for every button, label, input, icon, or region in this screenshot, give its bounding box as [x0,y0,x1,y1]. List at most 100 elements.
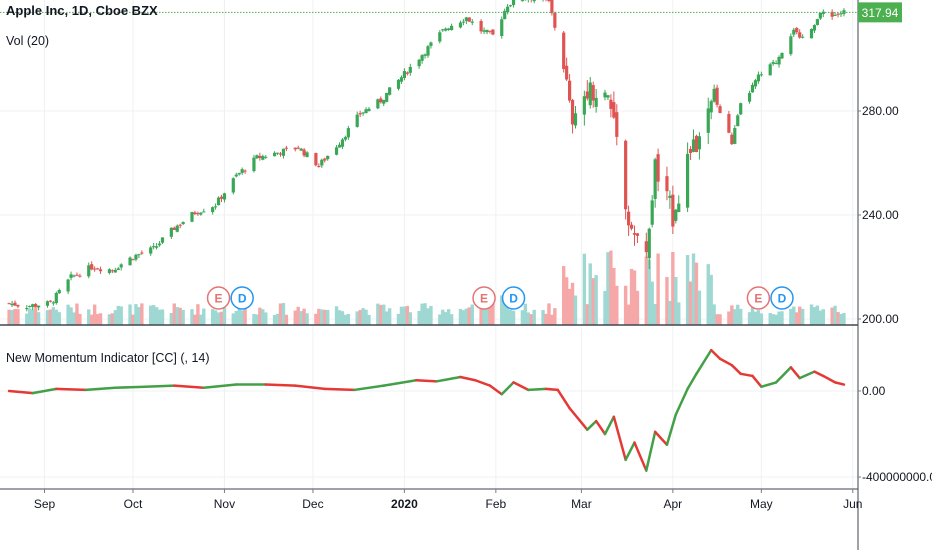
volume-bar [780,311,784,325]
candle-body [488,30,492,32]
indicator-segment [512,381,530,392]
volume-bar [591,278,595,325]
volume-bar [508,309,513,325]
candle-body [231,178,235,193]
volume-bar [467,307,471,325]
dividend-marker: D [778,292,787,306]
time-axis-labels[interactable]: Sep Oct Nov Dec 2020 Feb Mar Apr May Jun [34,489,863,511]
candle-body [624,140,628,210]
volume-bar [420,303,424,325]
volume-bar [800,308,805,325]
volume-bar [172,303,176,325]
indicator-segment [143,384,176,388]
candle-body [450,25,454,31]
volume-bar [119,306,123,325]
indicator-segment [586,419,598,431]
volume-bar [193,314,197,325]
candle-body [293,147,297,150]
volume-bar [66,304,70,325]
volume-bar [626,304,631,325]
volume-label[interactable]: Vol (20) [6,34,49,48]
volume-bar [570,282,575,325]
volume-bar [54,309,58,325]
volume-bar [92,304,97,325]
candle-body [314,152,318,166]
candle-body [647,228,651,259]
candle-body [801,36,805,38]
volume-bar [446,309,451,325]
indicator-segment [798,370,816,380]
candle-body [340,139,345,147]
candle-body [464,17,468,22]
indicator-axis-labels[interactable]: 0.00 -400000000.00 [858,384,932,484]
volume-bar [777,311,781,325]
candle-body [93,268,97,270]
indicator-segment [718,357,734,367]
volume-bar [234,310,238,325]
volume-bar [72,312,76,325]
indicator-label[interactable]: New Momentum Indicator [CC] (, 14) [6,351,210,365]
volume-bar [10,310,14,325]
volume-bar [632,270,637,325]
volume-bar [444,312,448,325]
volume-bar [131,314,135,325]
candle-body [650,200,654,225]
candle-body [78,275,82,277]
volume-bar [219,311,224,325]
volume-bar [706,264,710,325]
volume-bar [154,307,159,325]
volume-bar [727,311,731,325]
volume-bar [623,285,628,325]
candle-body [98,269,103,272]
volume-bar [691,253,696,325]
candle-body [75,274,79,276]
volume-bar [458,308,463,325]
volume-bar [789,308,793,325]
volume-bar [532,309,536,325]
candle-body [467,17,471,22]
volume-bar [674,276,678,325]
indicator-segment [473,379,492,387]
candle-body [152,246,156,248]
volume-bar [284,314,289,325]
candle-body [237,173,241,175]
volume-bar [818,310,823,325]
candle-body [709,101,713,113]
symbol-title[interactable]: Apple Inc, 1D, Cboe BZX [6,3,158,18]
volume-bar [210,309,215,325]
candle-body [155,246,159,248]
candle-body [774,63,778,65]
volume-bar [541,310,545,325]
candle-body [568,80,572,101]
candle-body [768,64,772,76]
volume-bar [464,308,469,325]
candle-body [278,153,283,155]
candle-body [644,241,648,253]
volume-bar [196,304,200,325]
price-axis-labels[interactable]: 280.00 240.00 200.00 [858,104,899,326]
volume-bar [28,308,32,325]
volume-bar [278,303,283,325]
volume-bar [564,277,569,325]
indicator-segment [202,383,238,390]
price-candles [7,0,846,312]
candle-body [503,10,507,20]
dividend-marker: D [509,292,518,306]
volume-bar [671,252,675,325]
volume-bar [650,281,654,325]
candle-body [789,36,793,55]
volume-bar [33,305,38,325]
candle-body [706,108,710,133]
volume-bar [296,306,300,325]
indicator-segment [612,415,627,462]
volume-bar [615,285,619,325]
candle-body [585,91,589,99]
candle-body [671,194,675,227]
volume-bar [562,266,566,325]
volume-bar [45,310,50,325]
volume-bar [261,309,265,325]
indicator-segment [695,348,713,376]
volume-bar [116,305,120,325]
